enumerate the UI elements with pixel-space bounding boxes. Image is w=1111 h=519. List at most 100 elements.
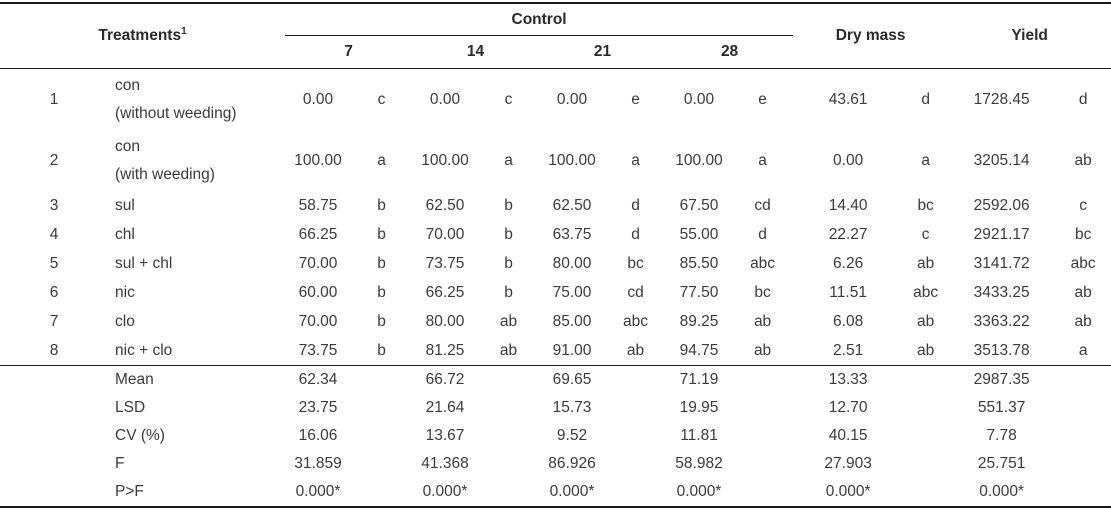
cell-control-21-sig: abc	[623, 312, 649, 330]
cell-dry-mass-sig: ab	[917, 254, 935, 272]
cell-control-21-value: 0.000*	[549, 483, 595, 500]
cell-control-28-value: 0.000*	[676, 483, 722, 500]
cell-control-28-value: 77.50	[679, 283, 719, 301]
treatments-body: 1 con (without weeding) 0.00 c 0.00 c 0.0…	[0, 69, 1111, 366]
cell-control-21-sig: ab	[626, 341, 645, 359]
cell-control-7-sig: b	[377, 196, 386, 214]
cell-empty	[605, 478, 666, 507]
cell-control-14-sig: ab	[499, 312, 518, 330]
treatment-name-line1: con	[115, 77, 140, 94]
cell-dry-mass-sig: ab	[917, 312, 935, 330]
cell-empty	[903, 394, 948, 422]
cell-stat-label: LSD	[115, 399, 146, 416]
cell-empty	[478, 450, 539, 478]
cell-yield-value: 2921.17	[973, 225, 1030, 243]
cell-control-21-value: 85.00	[552, 312, 592, 330]
table-row: 3 sul 58.75 b 62.50 b 62.50 d 67.50 cd 1…	[0, 191, 1111, 220]
cell-control-28-sig: a	[758, 152, 767, 169]
cell-control-28-value: 19.95	[679, 399, 719, 416]
cell-empty	[732, 365, 794, 394]
cell-control-21-value: 9.52	[556, 427, 588, 444]
cell-control-28-sig: bc	[754, 283, 771, 301]
cell-row-number: 3	[49, 196, 59, 214]
cell-dry-mass-value: 43.61	[828, 91, 868, 108]
cell-stat-label: Mean	[90, 365, 286, 394]
cell-empty	[351, 422, 412, 450]
cell-empty	[478, 394, 539, 422]
cell-control-7-value: 58.75	[298, 196, 338, 214]
col-header-treatments: Treatments1	[0, 3, 286, 69]
cell-control-28-value: 100.00	[675, 152, 723, 169]
cell-control-7-sig: b	[377, 312, 386, 330]
cell-yield-value: 3363.22	[973, 312, 1030, 330]
cell-yield-sig: a	[1078, 341, 1088, 359]
cell-yield-value: 2987.35	[948, 365, 1056, 394]
cell-control-7-sig: b	[377, 341, 386, 359]
cell-empty	[605, 365, 667, 394]
cell-control-28-sig: e	[758, 91, 767, 108]
cell-control-14-value: 66.72	[412, 365, 479, 394]
cell-dry-mass-value: 6.26	[833, 254, 864, 272]
cell-control-14-value: 80.00	[425, 312, 465, 330]
cell-dry-mass-sig: c	[921, 225, 930, 243]
cell-control-21-value: 0.00	[556, 91, 588, 108]
cell-yield-sig: d	[1078, 91, 1088, 108]
cell-control-14-value: 41.368	[421, 455, 469, 472]
cell-dry-mass-value: 2.51	[833, 341, 864, 359]
cell-yield-sig: ab	[1074, 152, 1092, 169]
cell-control-28-value: 67.50	[679, 196, 719, 214]
cell-empty	[605, 422, 666, 450]
cell-control-7-value: 66.25	[298, 225, 338, 243]
cell-control-28-value: 94.75	[679, 341, 719, 359]
cell-control-7-value: 70.00	[298, 254, 338, 272]
cell-empty	[732, 478, 793, 507]
cell-control-28-value: 11.81	[680, 427, 718, 444]
cell-dry-mass-value: 13.33	[793, 365, 904, 394]
cell-yield-value: 3433.25	[973, 283, 1030, 301]
treatment-name-line2: (with weeding)	[115, 166, 215, 183]
cell-dry-mass-sig: abc	[913, 283, 939, 301]
cell-control-14-value: 81.25	[425, 341, 465, 359]
col-header-control: Control	[285, 3, 794, 36]
cell-yield-value: 3141.72	[973, 254, 1030, 272]
cell-control-7-value: 23.75	[298, 399, 338, 416]
cell-treatment-name: con (with weeding)	[90, 131, 285, 191]
cell-empty	[0, 365, 90, 394]
cell-stat-label: CV (%)	[115, 427, 165, 444]
cell-dry-mass-sig: a	[921, 152, 930, 169]
cell-yield-value: 25.751	[977, 455, 1026, 472]
cell-empty	[1055, 394, 1111, 422]
cell-empty	[903, 422, 948, 450]
cell-yield-value: 551.37	[977, 399, 1026, 416]
cell-control-7-value: 31.859	[294, 455, 342, 472]
cell-control-21-sig: d	[631, 196, 640, 214]
cell-empty	[351, 365, 413, 394]
header-row-groups: Treatments1 Control Dry mass Yield	[0, 3, 1111, 69]
cell-empty	[1055, 450, 1111, 478]
cell-control-21-sig: e	[631, 91, 640, 108]
cell-yield-sig: c	[1079, 196, 1088, 214]
cell-treatment-name: nic + clo	[115, 341, 173, 359]
cell-empty	[351, 394, 412, 422]
cell-treatment-name: nic	[115, 283, 135, 301]
cell-empty	[0, 422, 90, 450]
cell-stat-label: P>F	[115, 483, 144, 500]
table-row: 5 sul + chl 70.00 b 73.75 b 80.00 bc 85.…	[0, 249, 1111, 278]
cell-control-21-value: 15.73	[552, 399, 592, 416]
cell-control-7-sig: b	[377, 254, 386, 272]
cell-control-21-sig: bc	[627, 254, 644, 272]
cell-yield-sig: ab	[1074, 283, 1092, 301]
table-row: 4 chl 66.25 b 70.00 b 63.75 d 55.00 d 22…	[0, 220, 1111, 249]
cell-control-21-value: 62.50	[552, 196, 592, 214]
cell-row-number: 6	[49, 283, 59, 301]
cell-empty	[732, 422, 793, 450]
cell-empty	[1055, 478, 1111, 507]
cell-control-21-value: 63.75	[552, 225, 592, 243]
cell-empty	[903, 365, 949, 394]
cell-control-14-value: 100.00	[421, 152, 469, 169]
cell-control-14-sig: ab	[499, 341, 518, 359]
cell-control-7-sig: b	[377, 225, 386, 243]
stats-row: P>F 0.000* 0.000* 0.000* 0.000* 0.000* 0…	[0, 478, 1111, 507]
cell-empty	[1055, 422, 1111, 450]
cell-control-28-value: 85.50	[679, 254, 719, 272]
